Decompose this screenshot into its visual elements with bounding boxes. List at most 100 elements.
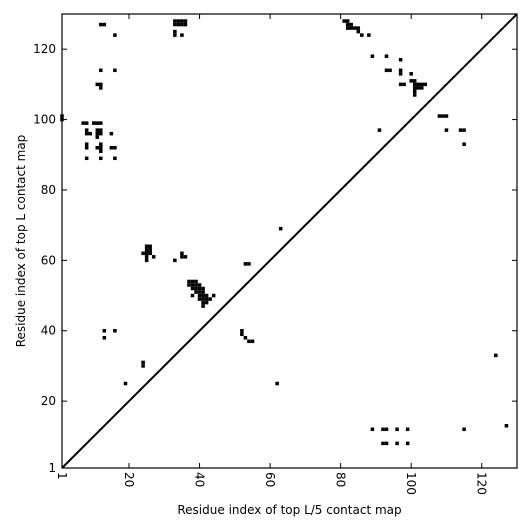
x-tick-label: 80 <box>334 472 348 487</box>
contact-cell-upper <box>99 128 103 132</box>
contact-cell-upper <box>197 283 202 287</box>
contact-cell-upper <box>342 19 346 23</box>
contact-cell-upper <box>173 29 177 34</box>
contact-cell-upper <box>240 328 244 333</box>
contact-cell-upper <box>183 255 188 259</box>
contact-cell-upper <box>412 82 417 87</box>
contact-cell-upper <box>113 328 117 333</box>
contact-cell-upper <box>148 248 152 252</box>
contact-cell-upper <box>176 22 181 27</box>
contact-cell-upper <box>109 145 114 150</box>
contact-cell-upper <box>349 22 353 27</box>
contact-cell-upper <box>144 248 149 252</box>
contact-cell-upper <box>95 82 100 87</box>
contact-cell-lower <box>384 441 389 446</box>
contact-cell-upper <box>398 82 403 87</box>
contact-cell-upper <box>141 251 145 256</box>
contact-cell-upper <box>423 82 428 87</box>
contact-cell-upper <box>194 286 198 291</box>
contact-cell-lower <box>494 353 498 358</box>
contact-cell-lower <box>395 427 399 432</box>
y-tick-label: 1 <box>48 461 56 475</box>
contact-cell-upper <box>247 262 251 266</box>
contact-cell-upper <box>95 131 100 136</box>
contact-cell-upper <box>437 114 442 118</box>
x-tick-label: 40 <box>193 472 207 487</box>
contact-cell-upper <box>420 86 424 90</box>
contact-cell-upper <box>113 156 117 161</box>
contact-cell-upper <box>81 121 85 125</box>
contact-cell-upper <box>173 19 177 23</box>
contact-cell-upper <box>148 244 152 249</box>
contact-cell-upper <box>197 297 202 301</box>
contact-cell-upper <box>370 54 375 58</box>
contact-cell-upper <box>95 128 100 132</box>
contact-cell-upper <box>151 255 156 259</box>
contact-cell-upper <box>141 360 145 365</box>
contact-cell-upper <box>367 33 371 37</box>
contact-cell-upper <box>243 336 248 340</box>
x-tick-label: 1 <box>55 472 69 480</box>
contact-cell-upper <box>113 68 117 73</box>
contact-cell-upper <box>173 22 177 27</box>
contact-cell-upper <box>102 328 107 333</box>
contact-cell-upper <box>84 121 89 125</box>
contact-cell-lower <box>405 427 410 432</box>
contact-cell-upper <box>204 293 209 298</box>
contact-cell-upper <box>194 279 198 284</box>
contact-cell-upper <box>243 262 248 266</box>
contact-cell-upper <box>352 26 357 30</box>
contact-cell-upper <box>398 72 403 76</box>
contact-cell-upper <box>173 258 177 263</box>
contact-cell-upper <box>409 72 413 76</box>
contact-cell-upper <box>123 381 128 386</box>
contact-cell-upper <box>144 244 149 249</box>
contact-cell-upper <box>345 26 350 30</box>
contact-cell-upper <box>180 251 184 256</box>
contact-cell-upper <box>416 86 421 90</box>
contact-cell-upper <box>102 22 107 27</box>
y-tick-label: 100 <box>33 113 56 127</box>
contact-cell-upper <box>194 290 198 294</box>
contact-cell-upper <box>201 293 205 298</box>
x-tick-label: 20 <box>122 472 136 487</box>
contact-cell-upper <box>99 156 103 161</box>
contact-cell-upper <box>420 82 424 87</box>
contact-cell-upper <box>99 149 103 154</box>
contact-cell-upper <box>462 142 466 146</box>
contact-cell-upper <box>197 293 202 298</box>
contact-cell-upper <box>187 283 191 287</box>
contact-cell-upper <box>398 57 403 62</box>
contact-cell-upper <box>99 142 103 146</box>
contact-cell-upper <box>113 145 117 150</box>
contact-cell-upper <box>412 79 417 83</box>
contact-cell-upper <box>194 283 198 287</box>
contact-cell-upper <box>148 251 152 256</box>
contact-cell-upper <box>197 286 202 291</box>
y-tick-label: 40 <box>41 324 56 338</box>
contact-cell-upper <box>180 22 184 27</box>
contact-cell-lower <box>384 427 389 432</box>
contact-cell-upper <box>240 332 244 337</box>
contact-cell-upper <box>204 297 209 301</box>
x-tick-label: 60 <box>263 472 277 487</box>
contact-cell-upper <box>173 33 177 37</box>
contact-cell-upper <box>349 26 353 30</box>
contact-cell-upper <box>183 22 188 27</box>
contact-cell-upper <box>384 54 389 58</box>
contact-cell-upper <box>99 86 103 90</box>
contact-cell-upper <box>141 364 145 368</box>
contact-cell-upper <box>412 86 417 90</box>
contact-cell-upper <box>345 22 350 27</box>
contact-cell-upper <box>208 297 212 301</box>
contact-cell-upper <box>441 114 445 118</box>
contact-cell-upper <box>201 290 205 294</box>
contact-cell-lower <box>381 441 385 446</box>
contact-cell-upper <box>84 145 89 150</box>
contact-cell-upper <box>176 19 181 23</box>
contact-cell-upper <box>204 300 209 305</box>
contact-cell-upper <box>84 142 89 146</box>
contact-cell-upper <box>99 121 103 125</box>
contact-cell-upper <box>91 121 96 125</box>
